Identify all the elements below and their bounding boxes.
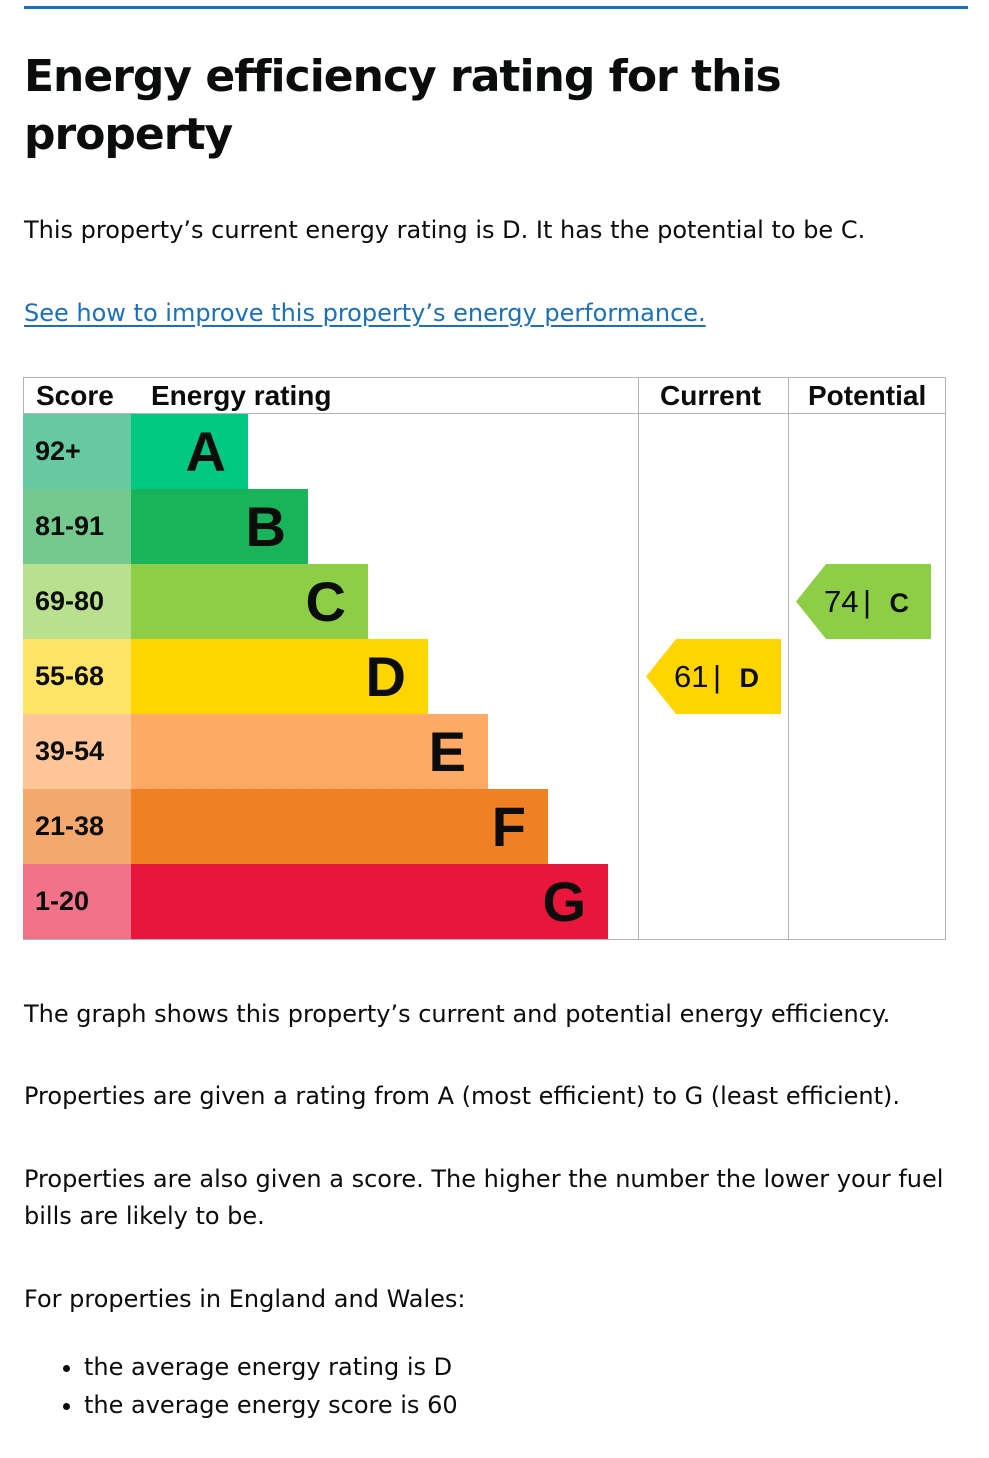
rating-explanation: Properties are given a rating from A (mo…	[24, 1082, 901, 1110]
rating-bar-e: E	[131, 714, 488, 789]
rating-letter-f: F	[491, 795, 526, 858]
header-divider	[23, 413, 946, 414]
score-column-header: Score	[36, 380, 114, 411]
list-item: the average energy score is 60	[84, 1386, 458, 1424]
rating-summary: This property’s current energy rating is…	[24, 216, 866, 244]
score-cell-a: 92+	[23, 414, 131, 489]
current-column-header: Current	[660, 380, 762, 411]
average-list: the average energy rating is D the avera…	[24, 1348, 458, 1424]
top-rule	[24, 6, 968, 9]
score-cell-g: 1-20	[23, 864, 131, 939]
rating-letter-e: E	[428, 720, 466, 783]
score-cell-b: 81-91	[23, 489, 131, 564]
rating-bar-d: D	[131, 639, 428, 714]
rating-bar-f: F	[131, 789, 548, 864]
rating-letter-c: C	[305, 570, 346, 633]
potential-rating-arrow: 74 | C	[796, 564, 931, 639]
rating-letter-a: A	[185, 420, 226, 483]
potential-separator: |	[862, 584, 871, 619]
improve-performance-link[interactable]: See how to improve this property’s energ…	[24, 299, 706, 327]
potential-column-header: Potential	[808, 380, 927, 411]
rating-letter-b: B	[245, 495, 286, 558]
score-explanation: Properties are also given a score. The h…	[24, 1165, 944, 1230]
rating-bar-a: A	[131, 414, 248, 489]
graph-caption: The graph shows this property’s current …	[24, 1000, 891, 1028]
score-cell-d: 55-68	[23, 639, 131, 714]
rating-bar-g: G	[131, 864, 608, 939]
score-cell-c: 69-80	[23, 564, 131, 639]
score-cell-e: 39-54	[23, 714, 131, 789]
potential-rating-label: 74 | C	[824, 564, 909, 645]
current-rating-label: 61 | D	[674, 639, 759, 720]
rating-bar-b: B	[131, 489, 308, 564]
current-separator: |	[712, 659, 721, 694]
potential-score: 74	[824, 584, 859, 619]
potential-column-divider	[788, 377, 789, 940]
current-rating-arrow: 61 | D	[646, 639, 781, 714]
energy-rating-chart: Score Energy rating Current Potential 92…	[23, 377, 946, 940]
rating-column-header: Energy rating	[151, 380, 332, 411]
current-band: D	[739, 663, 759, 693]
current-score: 61	[674, 659, 709, 694]
score-cell-f: 21-38	[23, 789, 131, 864]
current-arrow-shape	[646, 639, 781, 714]
rating-letter-g: G	[542, 870, 586, 933]
rating-bar-c: C	[131, 564, 368, 639]
page-title: Energy efficiency rating for this proper…	[24, 51, 782, 160]
potential-band: C	[889, 588, 909, 618]
improve-link-container: See how to improve this property’s energ…	[24, 295, 954, 332]
region-intro: For properties in England and Wales:	[24, 1285, 466, 1313]
potential-arrow-shape	[796, 564, 931, 639]
list-item: the average energy rating is D	[84, 1348, 458, 1386]
rating-letter-d: D	[365, 645, 406, 708]
current-column-divider	[638, 377, 639, 940]
